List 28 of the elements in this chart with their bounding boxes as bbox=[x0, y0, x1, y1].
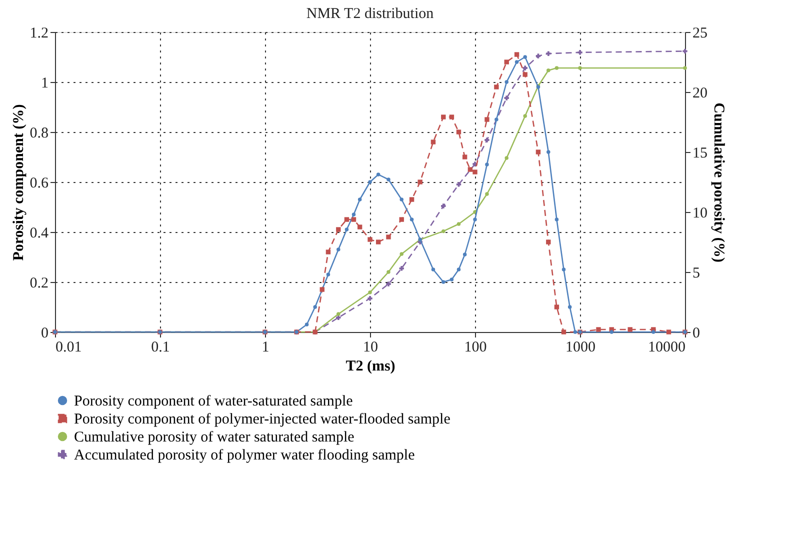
y2-tick-label: 0 bbox=[692, 326, 700, 342]
legend-label: Porosity component of water-saturated sample bbox=[74, 394, 354, 410]
y2-axis-title: Cumulative porosity (%) bbox=[710, 102, 726, 262]
y2-tick-label: 10 bbox=[692, 206, 708, 222]
x-tick-label: 10000 bbox=[648, 340, 686, 356]
x-tick-label: 1 bbox=[262, 340, 270, 356]
legend-label: Cumulative porosity of water saturated sample bbox=[74, 430, 355, 446]
x-tick-label: 10 bbox=[363, 340, 378, 356]
chart-title: NMR T2 distribution bbox=[306, 6, 434, 22]
y2-tick-label: 25 bbox=[692, 26, 708, 42]
y-tick-label: 0.6 bbox=[30, 176, 49, 192]
y2-tick-label: 20 bbox=[692, 86, 708, 102]
y-tick-label: 1.2 bbox=[30, 26, 48, 42]
legend-label: Accumulated porosity of polymer water flooding sample bbox=[74, 448, 416, 464]
y-tick-label: 1 bbox=[41, 76, 48, 92]
y-axis-title: Porosity component (%) bbox=[10, 104, 27, 261]
y-tick-label: 0.2 bbox=[30, 276, 48, 292]
y2-tick-label: 15 bbox=[692, 146, 708, 162]
x-tick-label: 0.01 bbox=[56, 340, 82, 356]
legend-label: Porosity component of polymer-injected water-flooded sample bbox=[74, 412, 451, 428]
y-tick-label: 0.8 bbox=[30, 126, 48, 142]
x-tick-label: 1000 bbox=[566, 340, 596, 356]
x-tick-label: 100 bbox=[464, 340, 487, 356]
y-tick-label: 0.4 bbox=[30, 226, 49, 242]
x-axis-title: T2 (ms) bbox=[346, 358, 396, 374]
x-tick-label: 0.1 bbox=[151, 340, 170, 356]
y2-tick-label: 5 bbox=[692, 266, 700, 282]
y-tick-label: 0 bbox=[41, 326, 48, 342]
